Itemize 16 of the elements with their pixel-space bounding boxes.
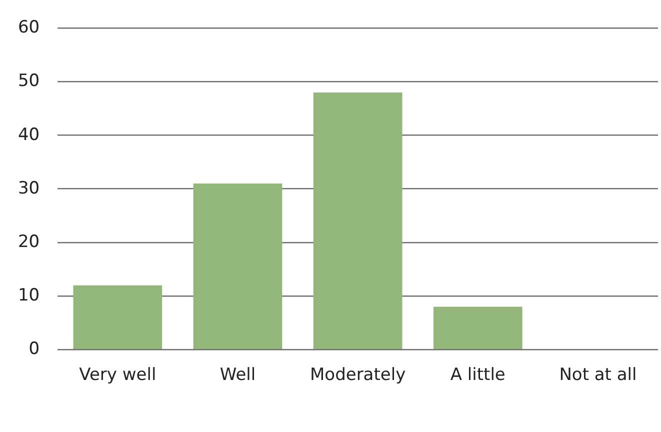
y-tick-label: 30: [18, 178, 40, 198]
bar: [193, 184, 282, 349]
y-tick-label: 10: [18, 285, 40, 306]
x-tick-label: Moderately: [310, 365, 406, 386]
bar: [313, 92, 402, 349]
x-tick-label: Not at all: [559, 365, 637, 386]
y-tick-label: 50: [18, 71, 40, 92]
y-tick-label: 0: [28, 339, 40, 360]
x-tick-label: Well: [220, 365, 256, 386]
x-tick-label: Very well: [79, 365, 156, 386]
y-tick-label: 40: [18, 124, 40, 145]
y-tick-label: 20: [18, 232, 40, 252]
y-tick-label: 60: [18, 18, 40, 38]
x-tick-label: A little: [450, 365, 506, 386]
bar: [433, 306, 522, 349]
bar: [73, 285, 162, 349]
